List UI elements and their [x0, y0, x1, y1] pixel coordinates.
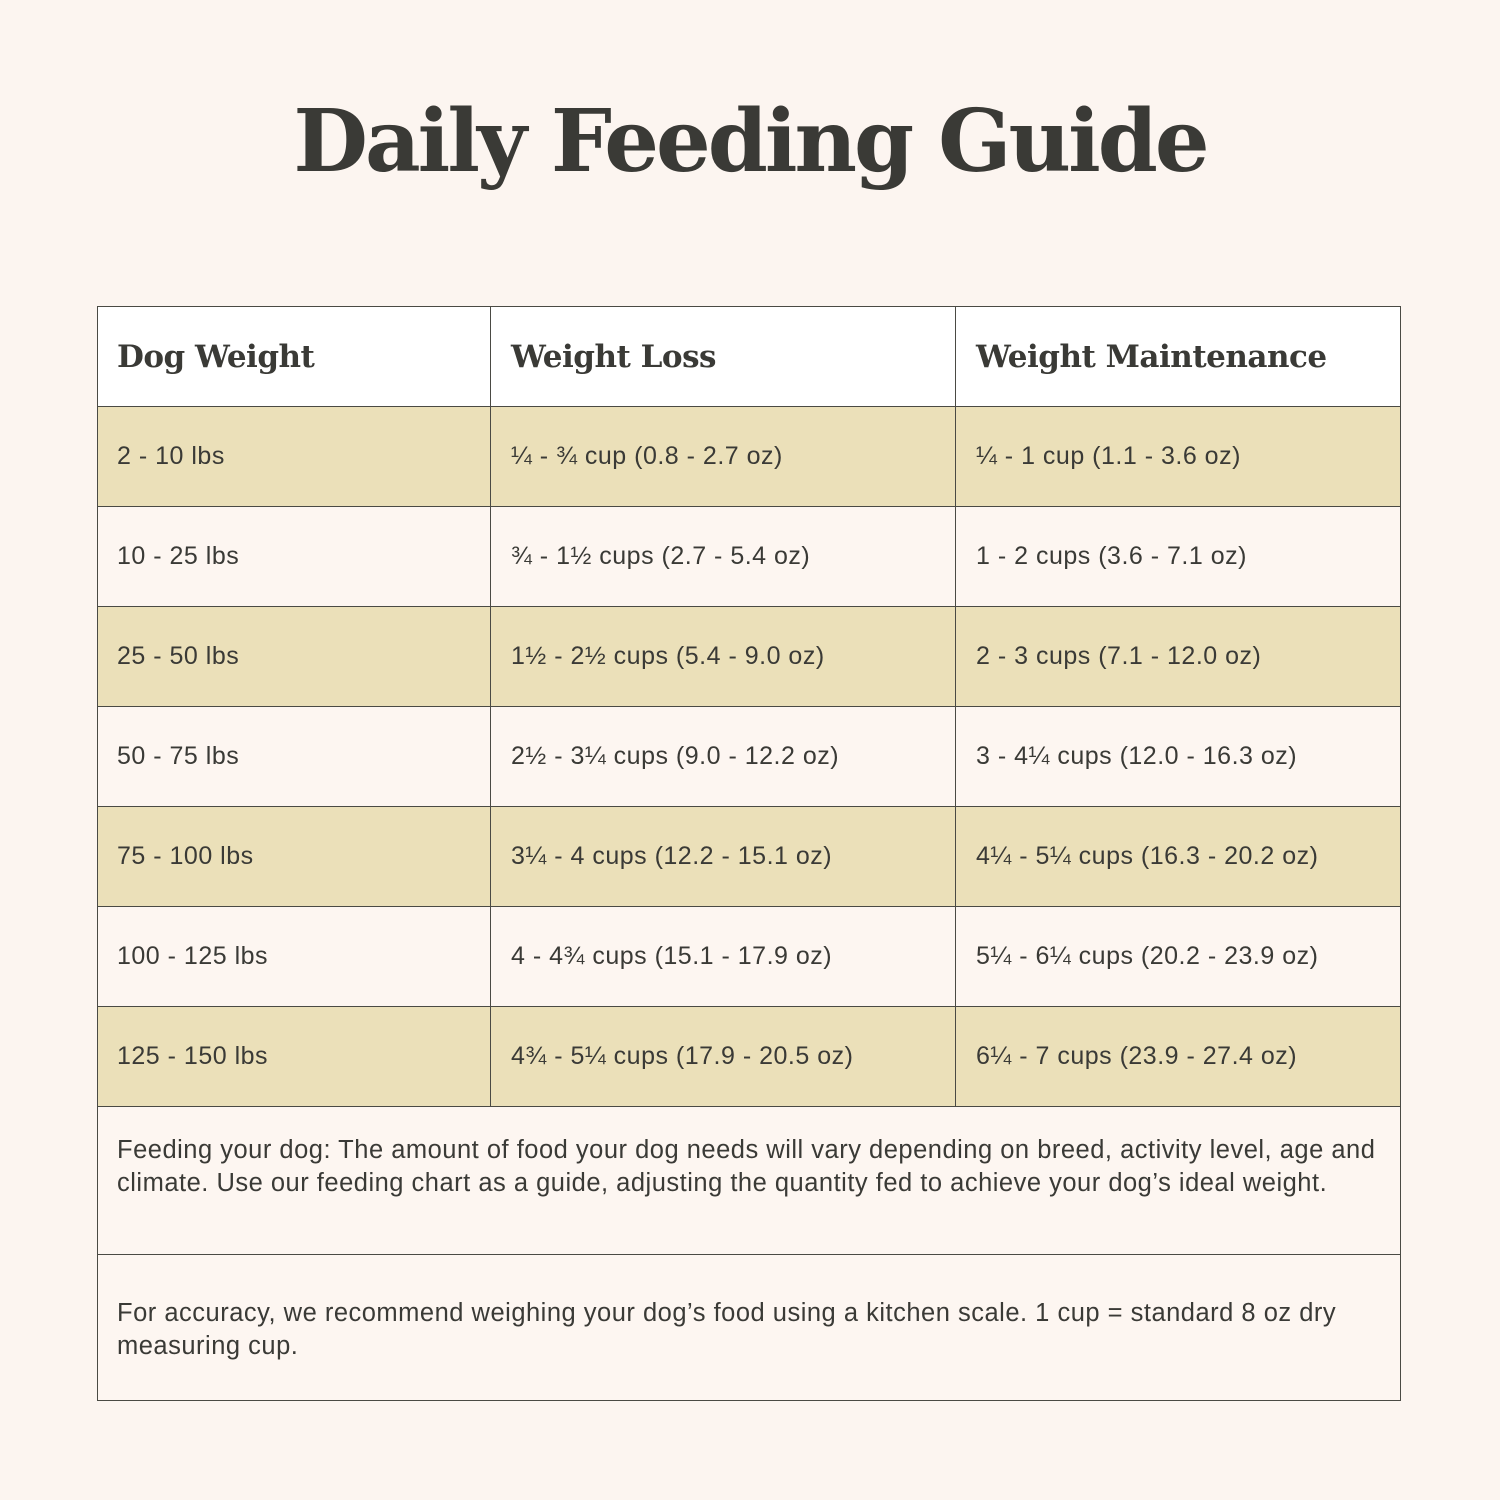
table-row: 25 - 50 lbs 1½ - 2½ cups (5.4 - 9.0 oz) …: [98, 607, 1400, 707]
accuracy-note: For accuracy, we recommend weighing your…: [98, 1255, 1400, 1400]
dog-weight-cell: 125 - 150 lbs: [117, 1042, 269, 1070]
weight-loss-cell: 4 - 4¾ cups (15.1 - 17.9 oz): [490, 907, 955, 1006]
table-row: 100 - 125 lbs 4 - 4¾ cups (15.1 - 17.9 o…: [98, 907, 1400, 1007]
dog-weight-cell: 75 - 100 lbs: [117, 842, 254, 870]
weight-loss-cell: 1½ - 2½ cups (5.4 - 9.0 oz): [490, 607, 955, 706]
dog-weight-cell: 25 - 50 lbs: [117, 642, 240, 670]
table-row: 75 - 100 lbs 3¼ - 4 cups (12.2 - 15.1 oz…: [98, 807, 1400, 907]
dog-weight-cell: 100 - 125 lbs: [117, 942, 269, 970]
dog-weight-cell: 2 - 10 lbs: [117, 442, 225, 470]
dog-weight-cell: 10 - 25 lbs: [117, 542, 240, 570]
weight-maintenance-cell: 2 - 3 cups (7.1 - 12.0 oz): [955, 607, 1400, 706]
weight-maintenance-cell: 6¼ - 7 cups (23.9 - 27.4 oz): [955, 1007, 1400, 1106]
weight-loss-cell: 2½ - 3¼ cups (9.0 - 12.2 oz): [490, 707, 955, 806]
weight-maintenance-cell: 3 - 4¼ cups (12.0 - 16.3 oz): [955, 707, 1400, 806]
dog-weight-cell: 50 - 75 lbs: [117, 742, 240, 770]
feeding-note: Feeding your dog: The amount of food you…: [98, 1107, 1400, 1255]
weight-maintenance-cell: 1 - 2 cups (3.6 - 7.1 oz): [955, 507, 1400, 606]
header-weight-loss: Weight Loss: [490, 307, 955, 406]
table-row: 50 - 75 lbs 2½ - 3¼ cups (9.0 - 12.2 oz)…: [98, 707, 1400, 807]
header-dog-weight: Dog Weight: [117, 338, 315, 375]
page-title: Daily Feeding Guide: [293, 91, 1209, 192]
table-row: 10 - 25 lbs ¾ - 1½ cups (2.7 - 5.4 oz) 1…: [98, 507, 1400, 607]
weight-maintenance-cell: 5¼ - 6¼ cups (20.2 - 23.9 oz): [955, 907, 1400, 1006]
table-row: 2 - 10 lbs ¼ - ¾ cup (0.8 - 2.7 oz) ¼ - …: [98, 407, 1400, 507]
weight-maintenance-cell: 4¼ - 5¼ cups (16.3 - 20.2 oz): [955, 807, 1400, 906]
table-row: 125 - 150 lbs 4¾ - 5¼ cups (17.9 - 20.5 …: [98, 1007, 1400, 1107]
weight-loss-cell: 4¾ - 5¼ cups (17.9 - 20.5 oz): [490, 1007, 955, 1106]
feeding-table: Dog Weight Weight Loss Weight Maintenanc…: [97, 306, 1401, 1401]
weight-loss-cell: ¼ - ¾ cup (0.8 - 2.7 oz): [490, 407, 955, 506]
weight-maintenance-cell: ¼ - 1 cup (1.1 - 3.6 oz): [955, 407, 1400, 506]
weight-loss-cell: ¾ - 1½ cups (2.7 - 5.4 oz): [490, 507, 955, 606]
weight-loss-cell: 3¼ - 4 cups (12.2 - 15.1 oz): [490, 807, 955, 906]
header-weight-maintenance: Weight Maintenance: [955, 307, 1400, 406]
table-header-row: Dog Weight Weight Loss Weight Maintenanc…: [98, 307, 1400, 407]
